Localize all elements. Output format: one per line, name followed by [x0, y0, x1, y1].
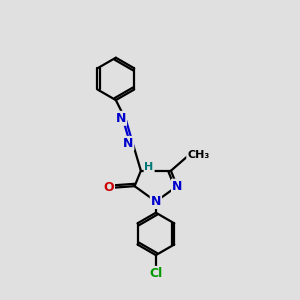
- Text: CH₃: CH₃: [187, 150, 209, 160]
- Text: N: N: [151, 195, 161, 208]
- Text: Cl: Cl: [149, 267, 163, 280]
- Text: N: N: [116, 112, 126, 125]
- Text: N: N: [123, 137, 134, 150]
- Text: H: H: [145, 162, 154, 172]
- Text: N: N: [172, 180, 182, 193]
- Text: O: O: [103, 181, 114, 194]
